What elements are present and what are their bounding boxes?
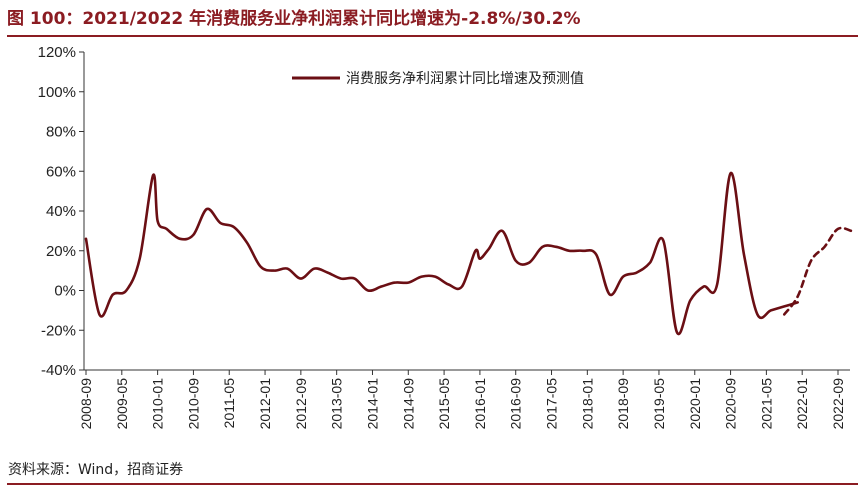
x-tick-label: 2012-09 bbox=[293, 378, 309, 430]
y-tick-label: -20% bbox=[41, 322, 76, 339]
x-tick-label: 2014-01 bbox=[364, 378, 380, 430]
x-tick-label: 2017-05 bbox=[544, 378, 560, 430]
x-tick-label: 2016-01 bbox=[472, 378, 488, 430]
y-axis: -40% -20% 0% 20% 40% 60% 80% 100% 120% bbox=[38, 44, 85, 379]
x-tick-label: 2008-09 bbox=[78, 378, 94, 430]
bottom-divider bbox=[7, 483, 858, 485]
y-tick-label: -40% bbox=[41, 362, 76, 379]
y-tick-label: 40% bbox=[46, 203, 76, 220]
legend-label: 消费服务净利润累计同比增速及预测值 bbox=[346, 71, 584, 87]
x-tick-label: 2022-09 bbox=[830, 378, 846, 430]
legend: 消费服务净利润累计同比增速及预测值 bbox=[292, 71, 584, 87]
x-tick-label: 2021-05 bbox=[758, 378, 774, 430]
chart-title: 图 100：2021/2022 年消费服务业净利润累计同比增速为-2.8%/30… bbox=[7, 9, 581, 29]
x-tick-label: 2015-05 bbox=[436, 378, 452, 430]
forecast-series-line bbox=[783, 226, 853, 316]
x-tick-label: 2010-09 bbox=[185, 378, 201, 430]
y-tick-label: 120% bbox=[38, 44, 76, 61]
y-tick-label: 60% bbox=[46, 163, 76, 180]
x-tick-label: 2016-09 bbox=[508, 378, 524, 430]
x-tick-label: 2011-05 bbox=[221, 378, 237, 429]
source-note: 资料来源：Wind，招商证券 bbox=[8, 462, 184, 478]
y-tick-label: 0% bbox=[54, 283, 76, 300]
x-tick-label: 2010-01 bbox=[150, 378, 166, 430]
x-tick-label: 2018-09 bbox=[615, 378, 631, 430]
x-tick-label: 2014-09 bbox=[400, 378, 416, 430]
x-tick-label: 2019-05 bbox=[651, 378, 667, 430]
x-tick-label: 2020-09 bbox=[723, 378, 739, 430]
y-tick-label: 20% bbox=[46, 243, 76, 260]
y-tick-label: 100% bbox=[38, 84, 76, 101]
x-tick-label: 2012-01 bbox=[257, 378, 273, 430]
actual-series-line bbox=[84, 171, 799, 336]
x-tick-label: 2013-05 bbox=[329, 378, 345, 430]
x-axis: 2008-09 2009-05 2010-01 2010-09 2011-05 2012-… bbox=[78, 369, 850, 430]
x-tick-label: 2018-01 bbox=[579, 378, 595, 430]
line-chart: -40%-20%0%20%40%60%80%100%120% 2008-09 20… bbox=[38, 44, 853, 430]
x-tick-label: 2020-01 bbox=[687, 378, 703, 430]
series-layer bbox=[84, 171, 853, 336]
x-tick-label: 2009-05 bbox=[114, 378, 130, 430]
y-tick-label: 80% bbox=[46, 124, 76, 141]
x-tick-label: 2022-01 bbox=[794, 378, 810, 430]
title-divider bbox=[7, 35, 858, 37]
